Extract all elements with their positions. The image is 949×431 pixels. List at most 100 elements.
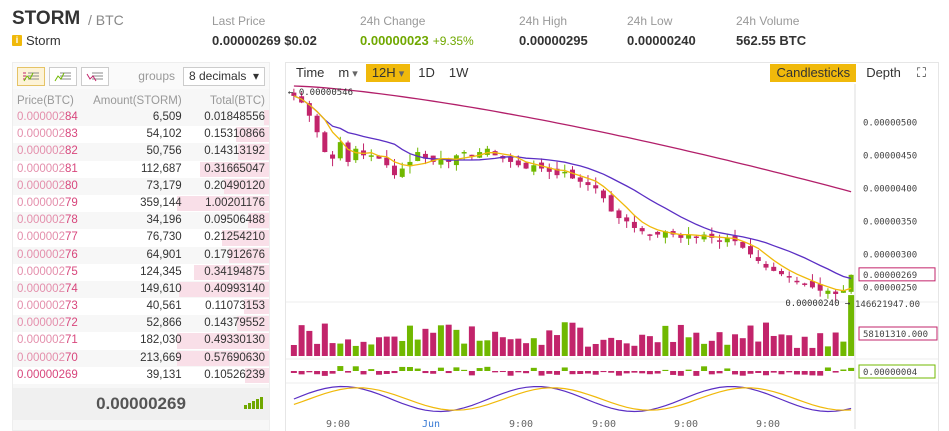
candle-body — [368, 155, 374, 157]
decimals-value: 8 decimals — [189, 69, 247, 83]
macd-bar — [422, 371, 429, 374]
candle-body — [817, 284, 823, 291]
order-row[interactable]: 0.00000282 50,756 0.14313192 — [13, 143, 269, 160]
volume-bar — [592, 343, 599, 356]
volume-bar — [848, 295, 855, 356]
candle-body — [523, 162, 529, 169]
order-row[interactable]: 0.00000276 64,901 0.17912676 — [13, 247, 269, 264]
depth-bar — [245, 367, 269, 383]
macd-bar — [337, 366, 344, 371]
change-value: 0.00000023 — [360, 33, 429, 48]
volume-bar — [376, 337, 383, 356]
candle-body — [724, 237, 730, 243]
depth-bar — [238, 144, 269, 160]
macd-bar — [430, 371, 437, 374]
volume-bar — [801, 336, 808, 356]
candlesticks-button[interactable]: Candlesticks — [770, 64, 857, 82]
volume-bar — [662, 325, 669, 356]
time-button[interactable]: Time — [296, 65, 325, 80]
order-row[interactable]: 0.00000269 39,131 0.10526239 — [13, 366, 269, 384]
order-total: 0.15310866 — [204, 128, 265, 141]
order-total: 0.57690630 — [204, 351, 265, 364]
volume-bar — [639, 334, 646, 356]
fullscreen-icon[interactable]: ⛶ — [916, 65, 926, 80]
order-total: 0.01848556 — [204, 111, 265, 123]
macd-bar — [600, 371, 607, 373]
stat-value: 0.00000240 — [627, 33, 696, 48]
macd-bar — [801, 371, 808, 375]
order-row[interactable]: 0.00000280 73,179 0.20490120 — [13, 178, 269, 195]
volume-bars — [290, 295, 855, 356]
order-row[interactable]: 0.00000272 52,866 0.14379552 — [13, 315, 269, 332]
macd-bar — [383, 371, 390, 374]
macd-bar — [546, 371, 553, 374]
volume-bar — [577, 327, 584, 356]
macd-bar — [739, 371, 746, 376]
chart-bg — [286, 84, 938, 431]
order-row[interactable]: 0.00000284 6,509 0.01848556 — [13, 109, 269, 126]
volume-bar — [476, 340, 483, 356]
order-row[interactable]: 0.00000281 112,687 0.31665047 — [13, 160, 269, 178]
volume-bar — [414, 339, 421, 356]
order-row[interactable]: 0.00000278 34,196 0.09506488 — [13, 212, 269, 229]
decimals-select[interactable]: 8 decimals ▾ — [183, 66, 265, 86]
volume-bar — [445, 324, 452, 356]
chevron-down-icon: ▾ — [252, 69, 259, 83]
order-row[interactable]: 0.00000270 213,669 0.57690630 — [13, 350, 269, 367]
order-price: 0.00000281 — [17, 162, 78, 175]
order-row[interactable]: 0.00000283 54,102 0.15310866 — [13, 126, 269, 144]
macd-bar — [786, 371, 793, 373]
macd-bar — [523, 371, 530, 374]
macd-bar — [631, 371, 638, 373]
macd-bar — [817, 371, 824, 376]
volume-bar — [468, 326, 475, 356]
candle-body — [608, 195, 614, 212]
time-tick-label: 9:00 — [326, 419, 350, 430]
order-row[interactable]: 0.00000274 149,610 0.40993140 — [13, 281, 269, 298]
minute-dropdown[interactable]: m — [332, 64, 363, 82]
order-amount: 73,179 — [146, 179, 182, 192]
order-row[interactable]: 0.00000273 40,561 0.11073153 — [13, 298, 269, 316]
volume-bar — [368, 344, 375, 356]
candle-body — [763, 263, 769, 268]
order-row[interactable]: 0.00000275 124,345 0.34194875 — [13, 263, 269, 281]
volume-bar — [352, 345, 359, 356]
candle-body — [639, 228, 645, 232]
ticker-header: STORM / BTC i Storm Last Price 0.0000026… — [0, 0, 949, 58]
volume-bar — [778, 334, 785, 356]
interval-12h-button[interactable]: 12H — [365, 64, 411, 82]
depth-bar — [194, 264, 269, 280]
candle-body — [562, 171, 568, 174]
order-row[interactable]: 0.00000271 182,030 0.49330130 — [13, 332, 269, 350]
view-both-button[interactable] — [17, 66, 45, 86]
candle-body — [314, 115, 320, 133]
order-row[interactable]: 0.00000279 359,144 1.00201176 — [13, 194, 269, 213]
depth-button[interactable]: Depth — [866, 65, 901, 80]
macd-bar — [437, 367, 444, 371]
macd-bar — [515, 371, 522, 373]
volume-bar — [584, 346, 591, 356]
depth-bar — [222, 230, 269, 246]
volume-bar — [499, 337, 506, 356]
interval-1d-button[interactable]: 1D — [418, 65, 435, 80]
candle-body — [469, 154, 475, 157]
volume-bar — [321, 323, 328, 356]
candlestick-chart[interactable]: 0.00000500 0.00000450 0.00000400 0.00000350… — [286, 84, 938, 431]
volume-bar — [786, 335, 793, 356]
macd-bar — [492, 371, 499, 373]
interval-1w-button[interactable]: 1W — [448, 65, 469, 80]
order-price: 0.00000277 — [17, 231, 78, 244]
order-row[interactable]: 0.00000277 76,730 0.21254210 — [13, 229, 269, 247]
price-tick-label: 0.00000269 — [863, 271, 917, 281]
view-bids-button[interactable] — [49, 66, 77, 86]
volume-current-label: 58101310.000 — [863, 330, 928, 340]
order-amount: 34,196 — [146, 214, 182, 227]
coin-name[interactable]: i Storm — [12, 33, 61, 48]
signal-line — [293, 387, 852, 411]
info-icon[interactable]: i — [12, 35, 22, 46]
stat-24h-volume: 24h Volume 562.55 BTC — [736, 14, 806, 48]
order-price: 0.00000272 — [17, 317, 78, 330]
stat-value: 0.00000295 — [519, 33, 588, 48]
order-total: 0.20490120 — [204, 179, 265, 192]
view-asks-button[interactable] — [81, 66, 109, 86]
